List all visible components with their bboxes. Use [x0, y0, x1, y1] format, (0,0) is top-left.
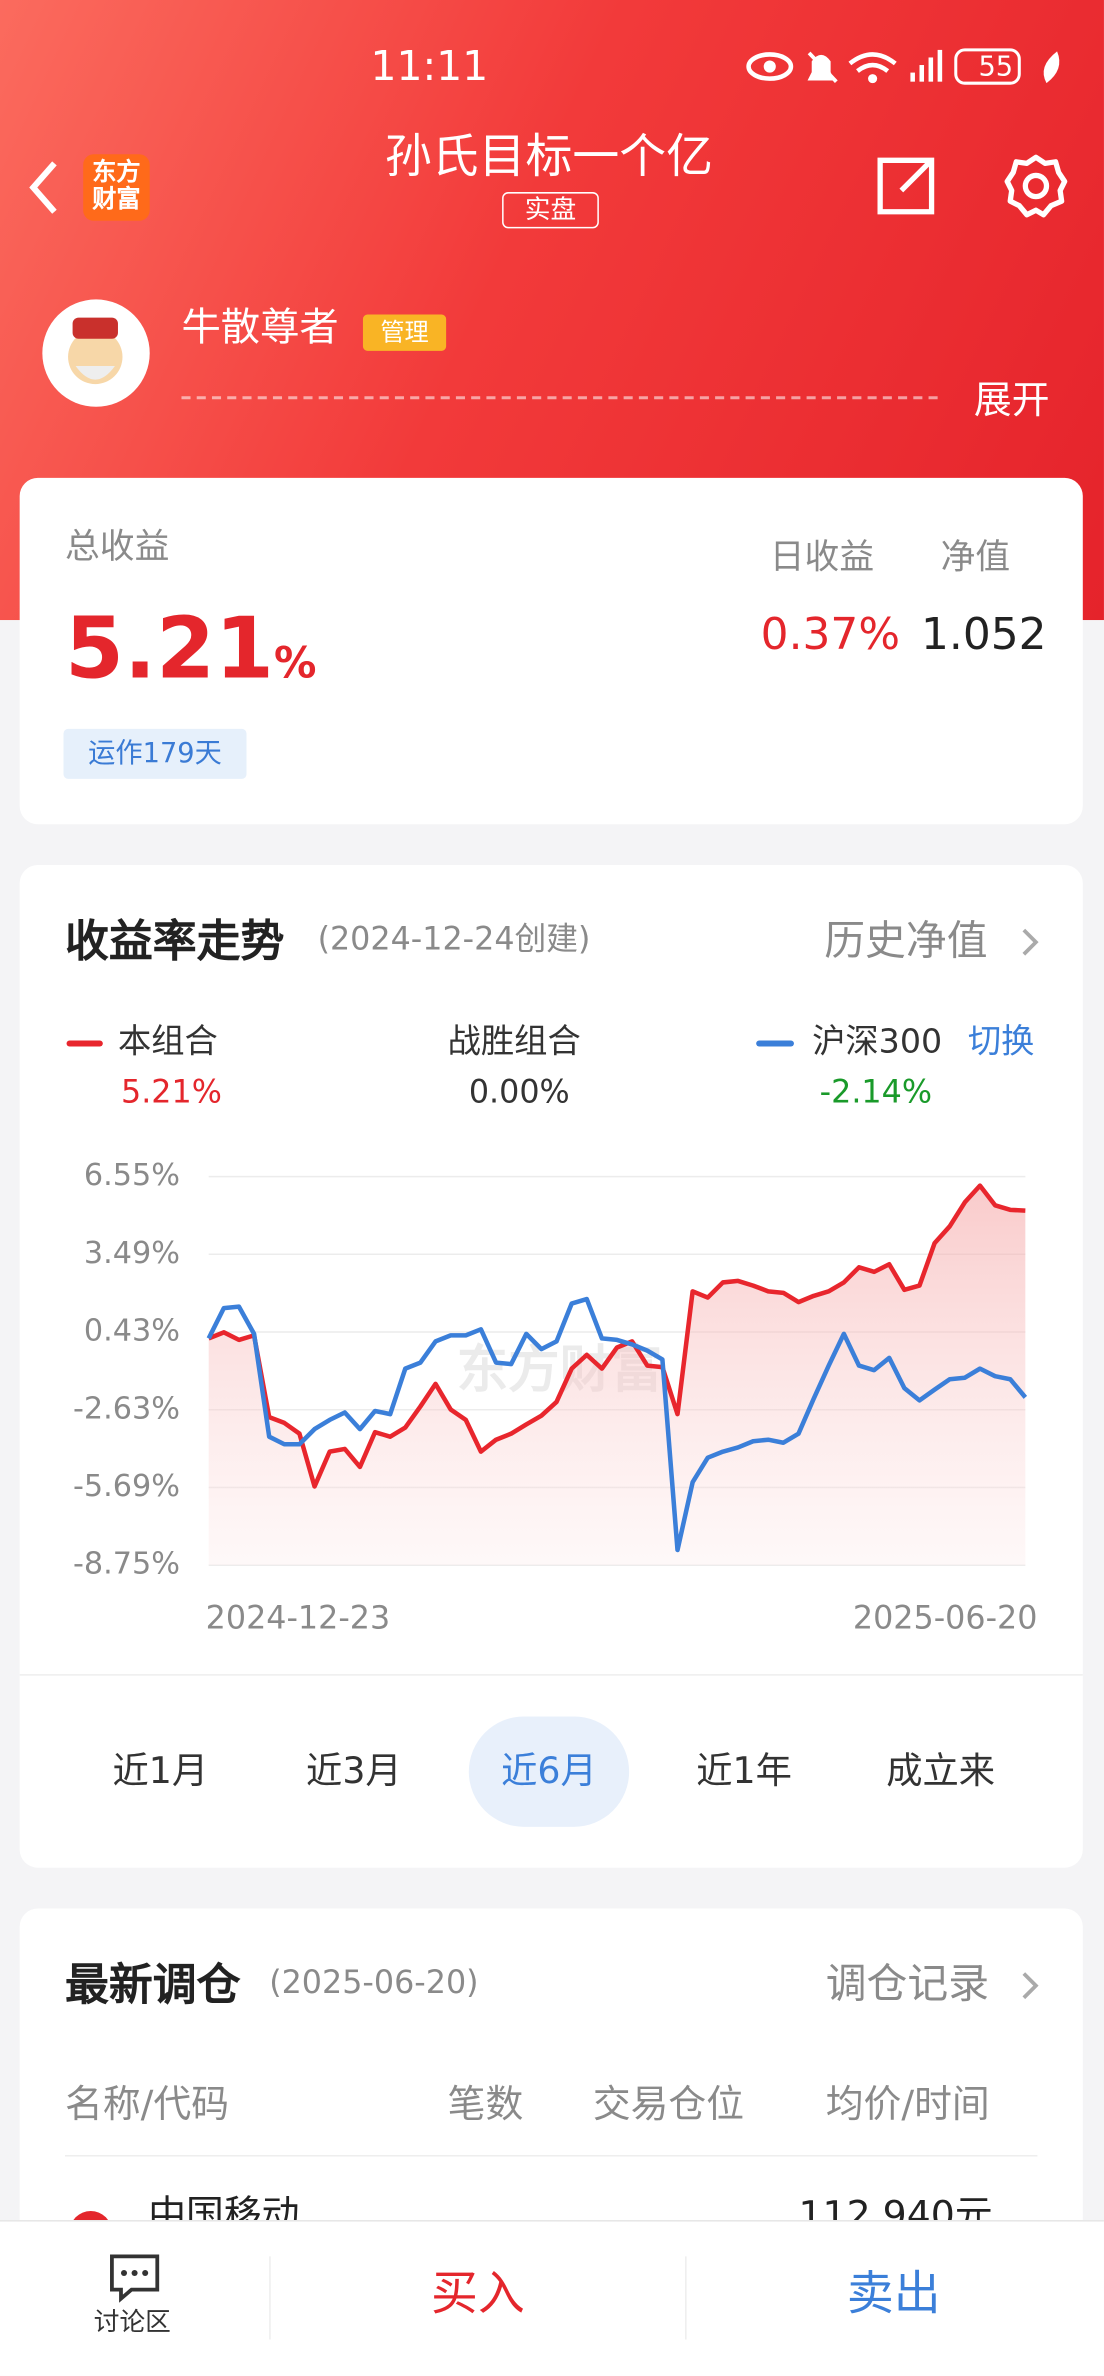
y-tick-label: -5.69% — [73, 1469, 180, 1504]
status-time: 11:11 — [370, 43, 489, 91]
records-link[interactable]: 调仓记录 — [825, 1961, 990, 2009]
portfolio-title: 孙氏目标一个亿 — [384, 130, 714, 185]
discuss-label[interactable]: 讨论区 — [93, 2307, 171, 2339]
legend-swatch — [66, 1040, 103, 1047]
chevron — [1022, 928, 1039, 956]
expand-link[interactable]: 展开 — [973, 378, 1050, 422]
nav-label: 净值 — [940, 538, 1011, 578]
series-line — [206, 1296, 1028, 1553]
y-tick-label: -2.63% — [73, 1391, 180, 1426]
legend-value: 5.21% — [120, 1073, 222, 1111]
description-placeholder — [181, 396, 938, 400]
period-tab[interactable]: 成立来 — [886, 1749, 996, 1793]
total-unit: % — [273, 638, 317, 689]
series-line — [207, 1183, 1026, 1489]
legend-value: -2.14% — [819, 1073, 933, 1111]
y-tick-label: -8.75% — [73, 1547, 180, 1582]
back-button[interactable] — [21, 157, 66, 217]
trades-date: (2025-06-20) — [269, 1964, 479, 2001]
user-name: 牛散尊者 — [181, 305, 339, 351]
divider — [685, 2256, 687, 2340]
y-tick-label: 3.49% — [84, 1236, 180, 1271]
column-header: 交易仓位 — [592, 2082, 745, 2127]
logo-line: 东方 — [92, 157, 141, 187]
beat-value: 0.00% — [468, 1073, 570, 1111]
trades-title: 最新调仓 — [65, 1958, 241, 2010]
y-tick-label: 6.55% — [84, 1158, 180, 1193]
portfolio-badge: 实盘 — [502, 192, 599, 229]
history-link[interactable]: 历史净值 — [824, 917, 988, 965]
x-tick-label: 2024-12-23 — [206, 1601, 391, 1637]
total-return: 5.21% — [65, 607, 317, 693]
divider — [269, 2256, 271, 2340]
switch-link[interactable]: 切换 — [967, 1023, 1035, 1062]
period-tab[interactable]: 近3月 — [306, 1749, 402, 1793]
column-header: 笔数 — [447, 2082, 524, 2127]
column-header: 均价/时间 — [825, 2082, 990, 2127]
buy-button[interactable]: 买入 — [431, 2266, 525, 2322]
legend-name: 沪深300 — [812, 1023, 943, 1062]
nav-value: 1.052 — [920, 607, 1047, 660]
chevron — [1022, 1972, 1039, 2000]
discuss-icon[interactable] — [107, 2252, 161, 2303]
daily-value: 0.37% — [760, 607, 901, 660]
battery-level: 55 — [978, 51, 1014, 84]
logo-line: 财富 — [92, 184, 141, 214]
period-tab[interactable]: 近1月 — [112, 1749, 209, 1793]
logo: 东方 财富 — [83, 154, 150, 221]
divider — [19, 1674, 1083, 1676]
avatar — [42, 299, 150, 407]
role-badge: 管理 — [362, 314, 447, 351]
status-icons — [746, 48, 1060, 85]
days-tag: 运作179天 — [63, 728, 247, 779]
bottom-bar — [0, 2220, 1104, 2376]
share-button[interactable] — [874, 154, 938, 218]
divider — [65, 2155, 1038, 2157]
total-value: 5.21 — [65, 600, 274, 699]
legend-name: 本组合 — [117, 1023, 218, 1062]
area-fill — [208, 1185, 1026, 1566]
period-tab[interactable]: 近1年 — [696, 1749, 792, 1793]
daily-label: 日收益 — [769, 538, 875, 578]
trend-title: 收益率走势 — [65, 914, 285, 967]
x-tick-label: 2025-06-20 — [853, 1601, 1038, 1637]
beat-name: 战胜组合 — [447, 1023, 581, 1062]
column-header: 名称/代码 — [65, 2082, 230, 2127]
y-tick-label: 0.43% — [84, 1314, 180, 1349]
settings-button[interactable] — [1003, 153, 1070, 220]
period-tab[interactable]: 近6月 — [468, 1716, 630, 1827]
legend-swatch — [756, 1040, 794, 1047]
total-label: 总收益 — [65, 527, 170, 568]
created-date: (2024-12-24创建) — [317, 920, 591, 958]
chart: 东方财富 6.55%3.49%0.43%-2.63%-5.69%-8.75%20… — [73, 1158, 1038, 1637]
sell-button[interactable]: 卖出 — [846, 2266, 941, 2322]
